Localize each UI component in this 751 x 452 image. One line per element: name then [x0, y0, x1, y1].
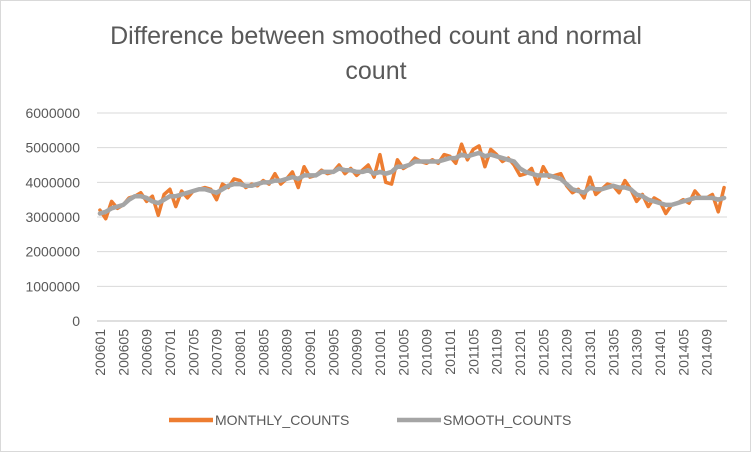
x-tick-label: 201409	[699, 329, 715, 376]
legend: MONTHLY_COUNTS SMOOTH_COUNTS	[169, 412, 571, 428]
x-tick-label: 201105	[465, 329, 481, 375]
x-tick-label: 200905	[325, 329, 341, 376]
x-tick-label: 201309	[629, 329, 645, 376]
y-tick-label: 4000000	[25, 174, 80, 190]
x-tick-label: 200801	[232, 329, 248, 376]
x-tick-label: 201305	[605, 329, 621, 376]
y-tick-label: 0	[72, 313, 80, 329]
x-tick-label: 201301	[582, 329, 598, 376]
x-tick-label: 201209	[559, 329, 575, 376]
x-tick-label: 200909	[349, 329, 365, 376]
chart-title-line-2: count	[345, 57, 406, 85]
x-tick-label: 201101	[442, 329, 458, 375]
x-tick-label: 201005	[395, 329, 411, 376]
x-tick-label: 201401	[652, 329, 668, 376]
y-tick-label: 3000000	[25, 209, 80, 225]
y-tick-label: 1000000	[25, 278, 80, 294]
x-tick-label: 201205	[535, 329, 551, 376]
series-lines	[97, 142, 727, 221]
x-tick-label: 200709	[209, 329, 225, 376]
legend-label: MONTHLY_COUNTS	[215, 412, 349, 428]
legend-label: SMOOTH_COUNTS	[443, 412, 571, 428]
y-tick-label: 5000000	[25, 140, 80, 156]
y-gridlines	[97, 112, 727, 287]
y-axis-tick-labels: 0 1000000 2000000 3000000 4000000 5000000 6000…	[25, 105, 80, 329]
x-tick-label: 201201	[512, 329, 528, 376]
y-tick-label: 2000000	[25, 244, 80, 260]
x-tick-label: 200701	[162, 329, 178, 376]
x-tick-label: 200601	[92, 329, 108, 376]
x-tick-label: 201001	[372, 329, 388, 376]
chart-title: Difference between smoothed count and no…	[110, 22, 642, 85]
x-tick-label: 200901	[302, 329, 318, 376]
x-axis-tick-labels: 200601 200605 200609 200701 200705 200709 2008…	[92, 329, 715, 376]
series-line-monthly-counts	[98, 142, 726, 221]
x-tick-label: 200805	[255, 329, 271, 376]
x-tick-label: 201405	[675, 329, 691, 376]
chart-title-line-1: Difference between smoothed count and no…	[110, 22, 642, 50]
x-tick-label: 200609	[139, 329, 155, 376]
series-line-smooth-counts	[97, 150, 727, 216]
x-tick-label: 201109	[489, 329, 505, 375]
x-tick-label: 200809	[279, 329, 295, 376]
y-tick-label: 6000000	[25, 105, 80, 121]
x-tick-label: 200705	[185, 329, 201, 376]
x-tick-label: 200605	[115, 329, 131, 376]
x-tick-label: 201009	[419, 329, 435, 376]
